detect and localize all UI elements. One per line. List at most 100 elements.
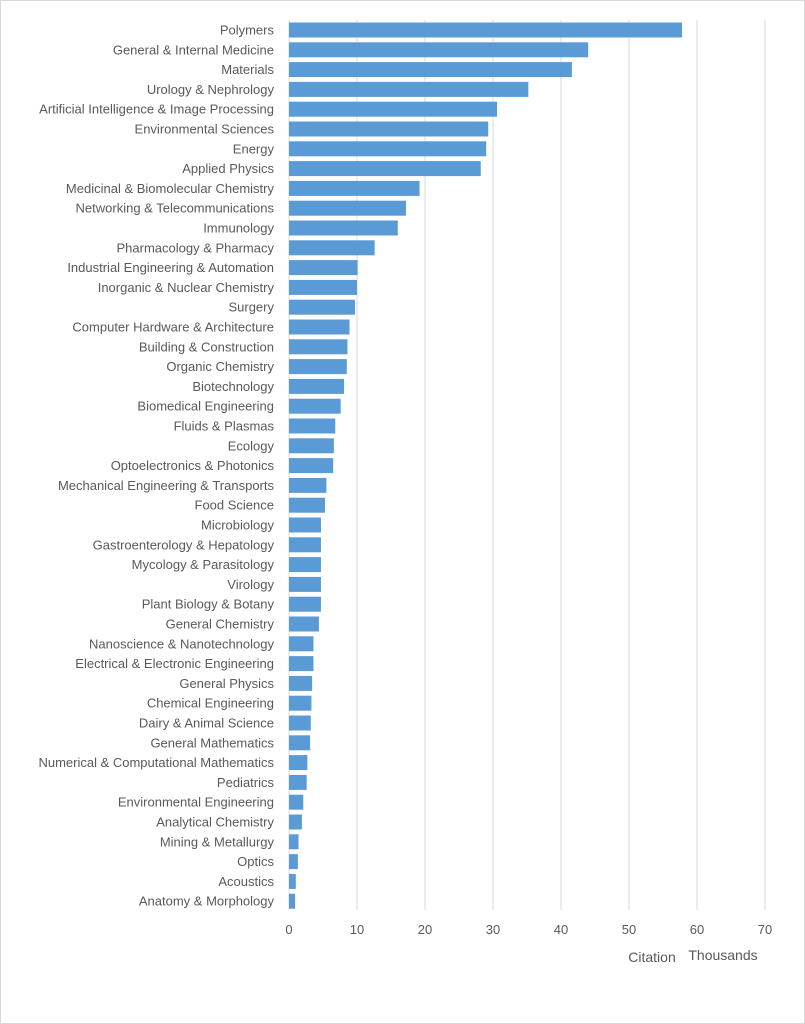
bar — [289, 675, 313, 691]
bar — [289, 735, 311, 751]
category-label: Biomedical Engineering — [137, 399, 274, 414]
bar — [289, 141, 487, 157]
bar — [289, 755, 308, 771]
x-axis-unit: Thousands — [688, 947, 757, 963]
bar — [289, 794, 304, 810]
bar — [289, 715, 311, 731]
category-label: Networking & Telecommunications — [76, 201, 275, 216]
category-label: Nanoscience & Nanotechnology — [89, 636, 275, 651]
bar — [289, 339, 348, 355]
category-label: Plant Biology & Botany — [142, 597, 275, 612]
bar — [289, 477, 327, 493]
x-axis-title: Citation — [628, 949, 675, 965]
category-label: Medicinal & Biomolecular Chemistry — [66, 181, 275, 196]
bar — [289, 873, 296, 889]
bar — [289, 893, 296, 909]
bar — [289, 398, 341, 414]
bar — [289, 378, 345, 394]
category-label: Optoelectronics & Photonics — [111, 458, 275, 473]
x-tick-label: 30 — [486, 922, 500, 937]
bar — [289, 200, 406, 216]
category-label: Industrial Engineering & Automation — [67, 260, 274, 275]
bar — [289, 279, 357, 295]
bar — [289, 240, 375, 256]
bar — [289, 814, 302, 830]
category-label: Mycology & Parasitology — [132, 557, 275, 572]
bar — [289, 438, 334, 454]
category-label: Dairy & Animal Science — [139, 716, 274, 731]
bar — [289, 81, 529, 97]
bar — [289, 121, 489, 137]
bar — [289, 774, 307, 790]
category-label: Biotechnology — [192, 379, 274, 394]
bar — [289, 319, 350, 335]
bar — [289, 42, 589, 58]
category-label: Analytical Chemistry — [156, 815, 274, 830]
bar — [289, 854, 298, 870]
category-label: Mining & Metallurgy — [160, 834, 275, 849]
bar — [289, 101, 498, 117]
bar — [289, 22, 683, 38]
bar — [289, 616, 319, 632]
category-labels: Polymers General & Internal Medicine Mater… — [38, 23, 274, 909]
bars — [289, 22, 683, 909]
category-label: Artificial Intelligence & Image Processi… — [39, 102, 274, 117]
category-label: Energy — [233, 141, 275, 156]
category-label: Acoustics — [218, 874, 274, 889]
bar — [289, 260, 358, 276]
category-label: General & Internal Medicine — [113, 42, 274, 57]
bar — [289, 576, 321, 592]
bar — [289, 695, 312, 711]
category-label: Microbiology — [201, 518, 274, 533]
category-label: Food Science — [195, 498, 275, 513]
category-label: Fluids & Plasmas — [174, 419, 275, 434]
category-label: Urology & Nephrology — [147, 82, 275, 97]
category-label: Gastroenterology & Hepatology — [93, 537, 275, 552]
category-label: Mechanical Engineering & Transports — [58, 478, 275, 493]
category-label: Inorganic & Nuclear Chemistry — [98, 280, 275, 295]
category-label: Applied Physics — [182, 161, 274, 176]
category-label: Numerical & Computational Mathematics — [38, 755, 274, 770]
category-label: General Physics — [179, 676, 274, 691]
category-label: Organic Chemistry — [166, 359, 274, 374]
bar — [289, 161, 481, 177]
category-label: Environmental Engineering — [118, 795, 274, 810]
bar — [289, 517, 321, 533]
bar — [289, 220, 398, 236]
category-label: Environmental Sciences — [135, 122, 275, 137]
category-label: Materials — [221, 62, 274, 77]
x-tick-label: 0 — [285, 922, 292, 937]
category-label: Polymers — [220, 23, 275, 38]
category-label: Electrical & Electronic Engineering — [75, 656, 274, 671]
bar — [289, 834, 299, 850]
bar — [289, 62, 572, 78]
x-tick-label: 40 — [554, 922, 568, 937]
bar — [289, 656, 314, 672]
bar — [289, 418, 336, 434]
bar — [289, 497, 326, 513]
category-label: Surgery — [228, 300, 274, 315]
bar — [289, 458, 334, 474]
bar — [289, 557, 321, 573]
x-tick-label: 20 — [418, 922, 432, 937]
x-tick-label: 70 — [758, 922, 772, 937]
category-label: Pharmacology & Pharmacy — [116, 240, 274, 255]
category-label: General Mathematics — [150, 735, 274, 750]
bar — [289, 636, 314, 652]
category-label: Immunology — [203, 221, 274, 236]
category-label: Anatomy & Morphology — [139, 894, 275, 909]
category-label: Building & Construction — [139, 339, 274, 354]
x-tick-label: 60 — [690, 922, 704, 937]
category-label: General Chemistry — [166, 617, 275, 632]
category-label: Computer Hardware & Architecture — [72, 320, 274, 335]
category-label: Virology — [227, 577, 274, 592]
x-tick-label: 10 — [350, 922, 364, 937]
bar — [289, 180, 420, 196]
category-label: Optics — [237, 854, 274, 869]
bar — [289, 596, 321, 612]
x-tick-label: 50 — [622, 922, 636, 937]
x-tick-labels: 0 10 20 30 40 50 60 70 — [285, 922, 772, 937]
bar — [289, 537, 321, 553]
bar — [289, 299, 355, 315]
